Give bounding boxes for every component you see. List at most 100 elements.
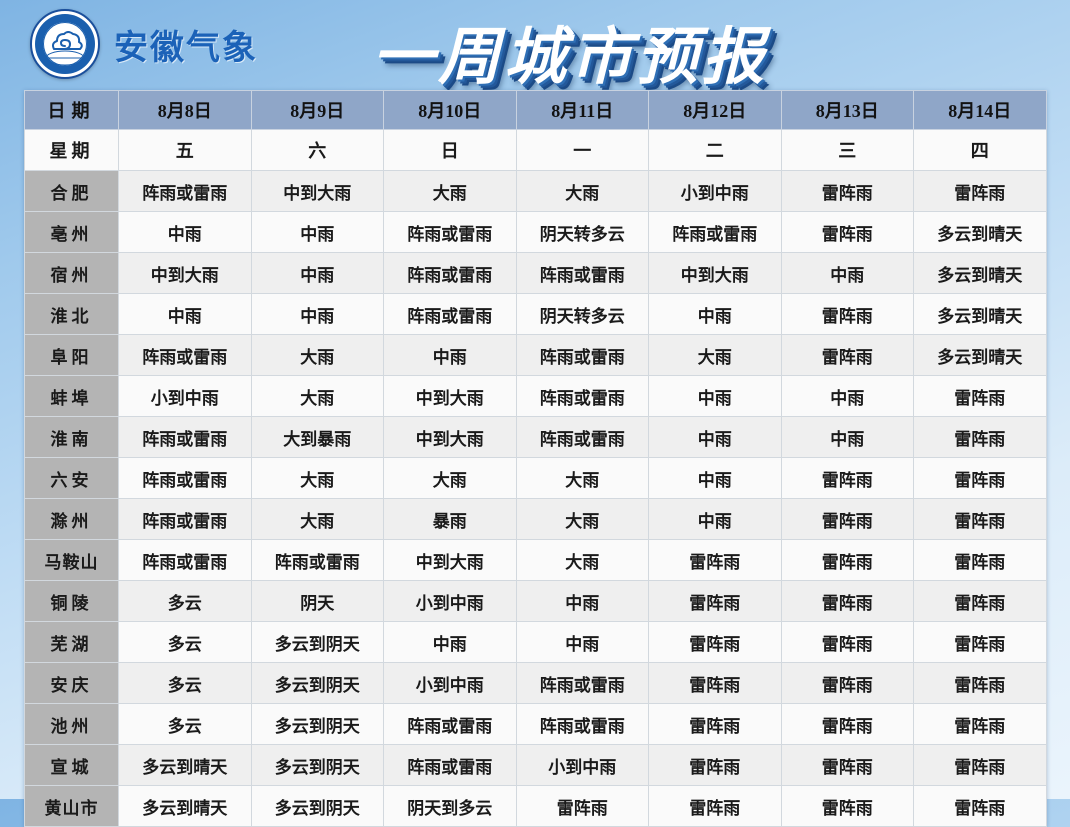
table-row: 亳州 中雨 中雨 阵雨或雷雨 阴天转多云 阵雨或雷雨 雷阵雨 多云到晴天 [24,211,1047,253]
brand-title: 安徽气象 [114,28,258,67]
forecast-cell: 中雨 [515,621,649,663]
forecast-cell: 中雨 [648,498,782,540]
forecast-cell: 大雨 [250,334,384,376]
forecast-cell: 多云到晴天 [913,334,1047,376]
date-header-5: 8月13日 [780,90,914,130]
forecast-cell: 阵雨或雷雨 [383,293,517,335]
forecast-cell: 雷阵雨 [780,457,914,499]
table-row: 阜阳 阵雨或雷雨 大雨 中雨 阵雨或雷雨 大雨 雷阵雨 多云到晴天 [24,334,1047,376]
forecast-cell: 雷阵雨 [780,785,914,827]
forecast-cell: 中雨 [648,375,782,417]
date-header-1: 8月9日 [250,90,384,130]
table-row: 黄山市 多云到晴天 多云到阴天 阴天到多云 雷阵雨 雷阵雨 雷阵雨 雷阵雨 [24,785,1047,827]
forecast-cell: 中雨 [250,252,384,294]
date-header-2: 8月10日 [383,90,517,130]
forecast-cell: 多云 [118,703,252,745]
city-label: 淮北 [24,293,119,335]
forecast-cell: 多云到晴天 [913,211,1047,253]
forecast-cell: 小到中雨 [648,170,782,212]
date-header-6: 8月14日 [913,90,1047,130]
forecast-cell: 雷阵雨 [648,785,782,827]
forecast-cell: 雷阵雨 [648,621,782,663]
city-label: 亳州 [24,211,119,253]
page-title: 一周城市预报 [372,24,769,92]
forecast-cell: 多云 [118,621,252,663]
table-row: 宿州 中到大雨 中雨 阵雨或雷雨 阵雨或雷雨 中到大雨 中雨 多云到晴天 [24,252,1047,294]
forecast-cell: 雷阵雨 [648,539,782,581]
forecast-cell: 雷阵雨 [648,580,782,622]
city-label: 淮南 [24,416,119,458]
forecast-cell: 中雨 [648,416,782,458]
forecast-cell: 阵雨或雷雨 [515,662,649,704]
forecast-cell: 阵雨或雷雨 [383,703,517,745]
forecast-cell: 大雨 [250,457,384,499]
forecast-cell: 雷阵雨 [780,539,914,581]
date-header-0: 8月8日 [118,90,252,130]
weekday-5: 三 [780,129,914,171]
forecast-table-container: 日期 8月8日 8月9日 8月10日 8月11日 8月12日 8月13日 8月1… [24,90,1047,827]
forecast-cell: 雷阵雨 [913,580,1047,622]
weekday-1: 六 [250,129,384,171]
forecast-cell: 雷阵雨 [648,662,782,704]
forecast-cell: 阵雨或雷雨 [250,539,384,581]
forecast-cell: 雷阵雨 [780,744,914,786]
forecast-cell: 多云到晴天 [913,293,1047,335]
forecast-cell: 小到中雨 [383,580,517,622]
city-label: 黄山市 [24,785,119,827]
forecast-cell: 雷阵雨 [913,457,1047,499]
forecast-cell: 雷阵雨 [913,498,1047,540]
forecast-cell: 中雨 [648,457,782,499]
forecast-cell: 雷阵雨 [780,662,914,704]
forecast-cell: 雷阵雨 [648,744,782,786]
forecast-cell: 阵雨或雷雨 [515,703,649,745]
table-row: 蚌埠 小到中雨 大雨 中到大雨 阵雨或雷雨 中雨 中雨 雷阵雨 [24,375,1047,417]
forecast-cell: 多云到阴天 [250,621,384,663]
forecast-cell: 阴天 [250,580,384,622]
forecast-cell: 雷阵雨 [913,621,1047,663]
forecast-cell: 多云到阴天 [250,662,384,704]
forecast-cell: 雷阵雨 [515,785,649,827]
forecast-cell: 多云到晴天 [118,785,252,827]
forecast-cell: 小到中雨 [118,375,252,417]
forecast-cell: 小到中雨 [383,662,517,704]
forecast-cell: 雷阵雨 [780,170,914,212]
forecast-cell: 中雨 [250,211,384,253]
forecast-cell: 雷阵雨 [913,375,1047,417]
forecast-cell: 阵雨或雷雨 [515,252,649,294]
forecast-cell: 雷阵雨 [648,703,782,745]
city-label: 合肥 [24,170,119,212]
forecast-cell: 阵雨或雷雨 [383,744,517,786]
forecast-cell: 中雨 [118,293,252,335]
forecast-cell: 阵雨或雷雨 [118,334,252,376]
forecast-cell: 阵雨或雷雨 [383,252,517,294]
forecast-cell: 多云到晴天 [913,252,1047,294]
table-row: 淮北 中雨 中雨 阵雨或雷雨 阴天转多云 中雨 雷阵雨 多云到晴天 [24,293,1047,335]
city-label: 蚌埠 [24,375,119,417]
forecast-cell: 大雨 [515,457,649,499]
forecast-cell: 阵雨或雷雨 [515,416,649,458]
forecast-cell: 中雨 [515,580,649,622]
forecast-cell: 雷阵雨 [913,744,1047,786]
forecast-cell: 阵雨或雷雨 [515,334,649,376]
forecast-cell: 中到大雨 [383,375,517,417]
forecast-cell: 阵雨或雷雨 [118,170,252,212]
forecast-cell: 雷阵雨 [913,785,1047,827]
forecast-cell: 大雨 [250,375,384,417]
forecast-cell: 中雨 [383,334,517,376]
forecast-cell: 阵雨或雷雨 [118,457,252,499]
forecast-cell: 大雨 [515,539,649,581]
forecast-cell: 大雨 [515,170,649,212]
forecast-cell: 雷阵雨 [780,621,914,663]
forecast-cell: 中雨 [118,211,252,253]
anhui-meteorological-bureau-logo-icon [30,9,100,79]
forecast-cell: 中到大雨 [383,416,517,458]
forecast-cell: 中到大雨 [648,252,782,294]
forecast-cell: 阵雨或雷雨 [648,211,782,253]
forecast-cell: 多云到阴天 [250,703,384,745]
date-header-4: 8月12日 [648,90,782,130]
city-label: 芜湖 [24,621,119,663]
forecast-cell: 大雨 [648,334,782,376]
forecast-cell: 阴天到多云 [383,785,517,827]
forecast-cell: 雷阵雨 [780,580,914,622]
forecast-cell: 阵雨或雷雨 [118,539,252,581]
